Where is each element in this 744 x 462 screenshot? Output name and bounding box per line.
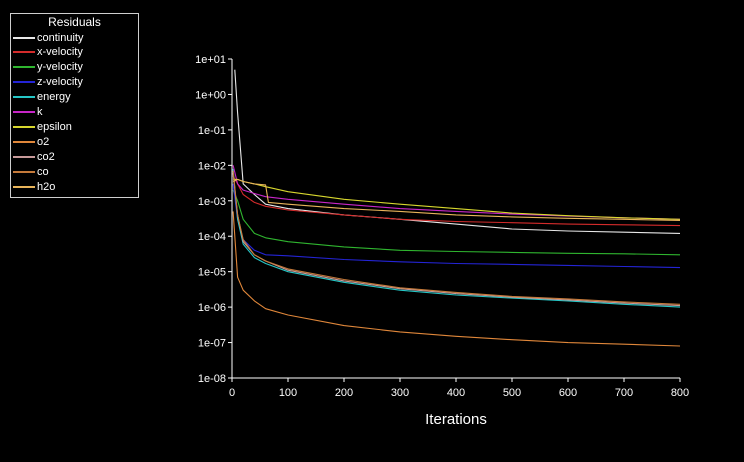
y-tick-label: 1e+01 (195, 54, 226, 66)
axes: 1e+01 1e+00 1e-01 1e-02 1e-03 1e-04 1e-05 1e-06… (195, 54, 689, 399)
legend-swatch (13, 111, 35, 113)
x-tick-label: 0 (229, 387, 235, 399)
legend: Residuals continuity x-velocity y-veloci… (10, 13, 139, 198)
series-line-h2o (232, 178, 681, 221)
series-line-x-velocity (232, 175, 681, 227)
legend-swatch (13, 96, 35, 98)
x-tick-label: 400 (447, 387, 465, 399)
residuals-chart: 1e+01 1e+00 1e-01 1e-02 1e-03 1e-04 1e-05 1e-06… (195, 54, 689, 428)
legend-swatch (13, 171, 35, 173)
legend-label: energy (37, 91, 71, 103)
legend-label: co (37, 166, 49, 178)
legend-label: continuity (37, 32, 84, 44)
y-tick-label: 1e-07 (198, 338, 226, 350)
series-line-z-velocity (232, 183, 681, 269)
y-tick-label: 1e-01 (198, 125, 226, 137)
y-tick-label: 1e-04 (198, 231, 226, 243)
x-tick-label: 600 (559, 387, 577, 399)
x-tick-label: 200 (335, 387, 353, 399)
legend-swatch (13, 126, 35, 128)
y-tick-label: 1e-08 (198, 373, 226, 385)
y-tick-label: 1e+00 (195, 89, 226, 101)
x-tick-label: 800 (671, 387, 689, 399)
legend-swatch (13, 81, 35, 83)
legend-swatch (13, 186, 35, 188)
legend-title: Residuals (48, 15, 101, 29)
legend-label: o2 (37, 136, 50, 148)
series-line-co2 (232, 173, 681, 307)
x-tick-label: 500 (503, 387, 521, 399)
legend-label: epsilon (37, 121, 72, 133)
legend-label: z-velocity (37, 76, 83, 88)
legend-swatch (13, 37, 35, 39)
legend-label: x-velocity (37, 46, 83, 58)
chart-frame: 1e+01 1e+00 1e-01 1e-02 1e-03 1e-04 1e-05 1e-06… (8, 8, 736, 454)
legend-swatch (13, 66, 35, 68)
x-tick-label: 300 (391, 387, 409, 399)
series-line-o2 (232, 211, 681, 347)
legend-label: k (37, 106, 43, 118)
series-line-y-velocity (232, 189, 681, 256)
series-line-co (232, 170, 681, 305)
legend-label: co2 (37, 151, 55, 163)
legend-swatch (13, 141, 35, 143)
legend-label: h2o (37, 181, 56, 193)
series-line-epsilon (233, 178, 681, 220)
x-axis-label: Iterations (425, 411, 487, 428)
legend-swatch (13, 51, 35, 53)
x-tick-label: 100 (279, 387, 297, 399)
series-lines (232, 69, 681, 347)
y-tick-label: 1e-03 (198, 196, 226, 208)
x-tick-label: 700 (615, 387, 633, 399)
legend-label: y-velocity (37, 61, 83, 73)
legend-swatch (13, 156, 35, 158)
series-line-energy (232, 168, 681, 308)
y-tick-label: 1e-02 (198, 160, 226, 172)
y-tick-label: 1e-06 (198, 302, 226, 314)
y-tick-label: 1e-05 (198, 267, 226, 279)
